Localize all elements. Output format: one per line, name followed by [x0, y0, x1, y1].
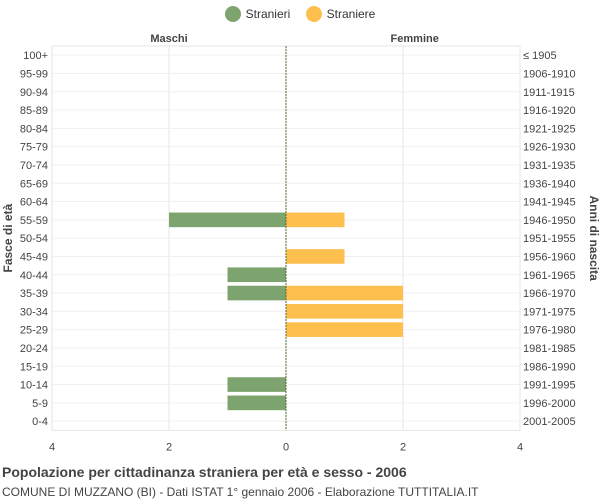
- birth-year-label: ≤ 1905: [523, 50, 557, 62]
- chart-caption-title: Popolazione per cittadinanza straniera p…: [2, 464, 407, 480]
- legend-item-male[interactable]: Stranieri: [224, 6, 291, 22]
- legend-item-female[interactable]: Straniere: [305, 6, 376, 22]
- age-group-label: 45-49: [20, 251, 48, 263]
- age-group-label: 10-14: [20, 380, 48, 392]
- age-group-label: 75-79: [20, 142, 48, 154]
- bar-female: [286, 304, 403, 319]
- bar-male: [169, 212, 286, 228]
- birth-year-label: 1976-1980: [523, 325, 576, 337]
- birth-year-label: 1906-1910: [523, 68, 576, 80]
- x-tick-label: 4: [517, 441, 523, 453]
- header-right-label: Femmine: [391, 33, 439, 45]
- birth-year-label: 1911-1915: [523, 87, 575, 99]
- age-group-label: 60-64: [20, 197, 48, 209]
- bar-female: [286, 249, 345, 264]
- age-group-label: 5-9: [32, 398, 48, 410]
- birth-year-label: 1971-1975: [523, 306, 576, 318]
- birth-year-label: 2001-2005: [523, 416, 576, 428]
- chart-caption-subtitle: COMUNE DI MUZZANO (BI) - Dati ISTAT 1° g…: [2, 485, 479, 499]
- age-group-label: 40-44: [20, 270, 48, 282]
- bar-female: [286, 285, 403, 301]
- birth-year-label: 1961-1965: [523, 270, 576, 282]
- legend-swatch-female: [305, 6, 322, 22]
- legend-swatch-male: [224, 6, 241, 22]
- birth-year-label: 1926-1930: [523, 142, 576, 154]
- age-group-label: 85-89: [20, 105, 48, 117]
- x-tick-label: 0: [283, 441, 289, 453]
- age-group-label: 20-24: [20, 343, 48, 355]
- birth-year-label: 1981-1985: [523, 343, 576, 355]
- age-group-label: 90-94: [20, 87, 48, 99]
- age-group-label: 65-69: [20, 178, 48, 190]
- y-axis-title-right: Anni di nascita: [587, 195, 600, 281]
- birth-year-label: 1991-1995: [523, 380, 576, 392]
- legend-label-male: Stranieri: [245, 7, 291, 21]
- age-group-label: 25-29: [20, 325, 48, 337]
- bar-female: [286, 212, 345, 228]
- header-left-label: Maschi: [150, 33, 187, 45]
- age-group-label: 100+: [23, 50, 48, 62]
- birth-year-label: 1916-1920: [523, 105, 576, 117]
- legend: Stranieri Straniere: [0, 6, 600, 25]
- age-group-label: 30-34: [20, 306, 48, 318]
- age-group-label: 35-39: [20, 288, 48, 300]
- population-pyramid-chart: 4 2 0 2 4 Maschi Femmine 100+ ≤ 1905 95-99 1906-19…: [1, 33, 600, 453]
- birth-year-label: 1966-1970: [523, 288, 576, 300]
- age-group-label: 55-59: [20, 215, 48, 227]
- age-group-label: 80-84: [20, 123, 48, 135]
- birth-year-label: 1946-1950: [523, 215, 576, 227]
- x-tick-label: 2: [166, 441, 172, 453]
- birth-year-label: 1936-1940: [523, 178, 576, 190]
- x-tick-label: 2: [400, 441, 406, 453]
- birth-year-label: 1986-1990: [523, 361, 576, 373]
- bar-male: [227, 377, 286, 392]
- y-axis-title-left: Fasce di età: [1, 203, 15, 272]
- birth-year-label: 1941-1945: [523, 197, 576, 209]
- age-group-label: 95-99: [20, 68, 48, 80]
- birth-year-label: 1951-1955: [523, 233, 576, 245]
- bar-male: [227, 395, 286, 411]
- bar-male: [227, 285, 286, 301]
- birth-year-label: 1921-1925: [523, 123, 576, 135]
- birth-year-label: 1956-1960: [523, 251, 576, 263]
- age-group-label: 50-54: [20, 233, 48, 245]
- birth-year-label: 1996-2000: [523, 398, 576, 410]
- bar-male: [227, 267, 286, 283]
- bar-female: [286, 322, 403, 337]
- birth-year-label: 1931-1935: [523, 160, 576, 172]
- age-group-label: 0-4: [32, 416, 48, 428]
- age-group-label: 70-74: [20, 160, 48, 172]
- age-group-label: 15-19: [20, 361, 48, 373]
- legend-label-female: Straniere: [326, 7, 376, 21]
- x-tick-label: 4: [49, 441, 55, 453]
